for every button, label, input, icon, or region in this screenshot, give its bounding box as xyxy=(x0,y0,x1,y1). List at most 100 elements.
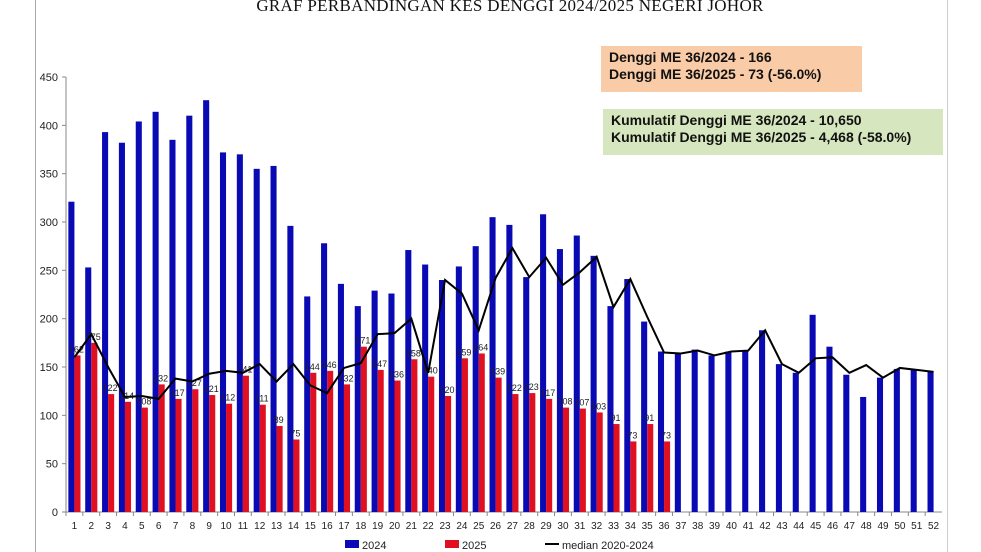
bar-2025-label: 162 xyxy=(69,344,84,354)
bar-2025-label: 117 xyxy=(541,388,555,398)
bar-2024 xyxy=(304,296,311,512)
bar-2024 xyxy=(826,346,833,512)
bar-2024 xyxy=(792,372,799,512)
x-tick-label: 13 xyxy=(271,521,283,532)
x-tick-label: 6 xyxy=(156,521,162,532)
bar-2024 xyxy=(708,355,715,512)
bar-2025 xyxy=(209,395,216,512)
y-tick-label: 150 xyxy=(40,362,58,374)
bar-2025 xyxy=(579,408,586,512)
bar-2024 xyxy=(152,111,159,513)
bar-2025-label: 123 xyxy=(524,382,539,392)
x-tick-label: 44 xyxy=(793,521,805,532)
x-tick-label: 22 xyxy=(423,521,435,532)
bar-2024 xyxy=(725,351,732,512)
bar-2024 xyxy=(354,306,361,512)
bar-2024 xyxy=(455,266,462,512)
bar-2025 xyxy=(276,425,283,512)
bar-2025 xyxy=(596,412,603,512)
bar-2025 xyxy=(664,441,671,512)
bar-2025 xyxy=(327,370,334,512)
legend-label: 2025 xyxy=(462,540,486,552)
median-line xyxy=(73,246,934,400)
bar-2025-label: 91 xyxy=(644,413,654,423)
bar-2025-label: 91 xyxy=(611,413,621,423)
y-tick-label: 200 xyxy=(40,314,58,326)
bar-2024 xyxy=(135,121,142,512)
bar-2024 xyxy=(742,350,749,512)
bar-2025 xyxy=(428,376,435,512)
chart-border-left xyxy=(35,0,36,552)
x-tick-label: 12 xyxy=(254,521,266,532)
bar-2025-label: 121 xyxy=(204,384,219,394)
bar-2025 xyxy=(445,396,452,512)
x-tick-label: 15 xyxy=(305,521,317,532)
x-tick-label: 28 xyxy=(524,521,536,532)
x-tick-label: 16 xyxy=(322,521,334,532)
bar-2025-label: 122 xyxy=(507,383,522,393)
bar-2025 xyxy=(562,407,570,512)
bar-2024 xyxy=(691,349,698,512)
x-tick-label: 48 xyxy=(861,521,873,532)
x-tick-label: 33 xyxy=(608,521,620,532)
bar-2024 xyxy=(876,377,884,512)
bar-2025-label: 112 xyxy=(221,393,235,403)
bar-2025-label: 141 xyxy=(237,365,252,375)
bar-2025 xyxy=(74,355,81,512)
bar-2024 xyxy=(489,217,496,512)
bar-2025-label: 89 xyxy=(274,415,284,425)
bar-2025-label: 144 xyxy=(305,362,320,372)
bar-2024 xyxy=(860,396,867,512)
x-tick-label: 37 xyxy=(675,521,687,532)
bar-2024 xyxy=(438,280,446,512)
annotation-line: Denggi ME 36/2024 - 166 xyxy=(609,49,772,65)
bar-2024 xyxy=(540,214,547,512)
bar-2025 xyxy=(529,393,536,512)
bar-2025 xyxy=(91,342,98,512)
x-tick-label: 46 xyxy=(827,521,839,532)
bar-2025-label: 171 xyxy=(355,336,370,346)
x-tick-label: 42 xyxy=(760,521,772,532)
cumulative-cases-annotation: Kumulatif Denggi ME 36/2024 - 10,650 Kum… xyxy=(603,109,943,155)
bar-2024 xyxy=(287,225,294,512)
bar-2024 xyxy=(236,154,243,513)
bar-2024 xyxy=(523,277,530,512)
y-tick-label: 250 xyxy=(40,265,58,277)
bar-2024 xyxy=(843,374,850,512)
bar-2025-label: 120 xyxy=(440,385,455,395)
bar-2025 xyxy=(175,398,182,512)
bar-2025 xyxy=(141,407,148,512)
x-tick-label: 47 xyxy=(844,521,856,532)
bar-2024 xyxy=(556,249,563,513)
bar-2024 xyxy=(102,132,109,512)
bar-2024 xyxy=(607,306,614,512)
bar-2025-label: 103 xyxy=(591,401,606,411)
bar-2025 xyxy=(630,441,637,512)
y-tick-label: 300 xyxy=(40,217,58,229)
bar-2025 xyxy=(259,404,266,512)
bar-2025 xyxy=(108,394,115,512)
x-tick-label: 5 xyxy=(139,521,145,532)
x-tick-label: 23 xyxy=(439,521,451,532)
x-tick-label: 40 xyxy=(726,521,738,532)
bar-2024 xyxy=(186,115,193,513)
annotation-line: Kumulatif Denggi ME 36/2024 - 10,650 xyxy=(611,112,862,128)
bar-2025 xyxy=(293,439,300,512)
bar-2025-label: 164 xyxy=(473,342,488,352)
x-tick-label: 38 xyxy=(692,521,704,532)
x-tick-label: 29 xyxy=(541,521,553,532)
bar-2025 xyxy=(394,380,401,512)
chart-title: GRAF PERBANDINGAN KES DENGGI 2024/2025 N… xyxy=(256,0,764,15)
bar-2024 xyxy=(590,255,597,513)
bar-2024 xyxy=(910,369,917,512)
bar-2024 xyxy=(641,321,648,512)
bar-2025-label: 111 xyxy=(255,394,269,404)
legend-label: 2024 xyxy=(362,540,386,552)
bar-2025-label: 122 xyxy=(103,383,118,393)
x-tick-label: 39 xyxy=(709,521,721,532)
bar-2024 xyxy=(68,201,75,512)
bar-2025 xyxy=(310,372,317,512)
x-tick-label: 14 xyxy=(288,521,300,532)
bar-2025-label: 73 xyxy=(661,430,671,440)
